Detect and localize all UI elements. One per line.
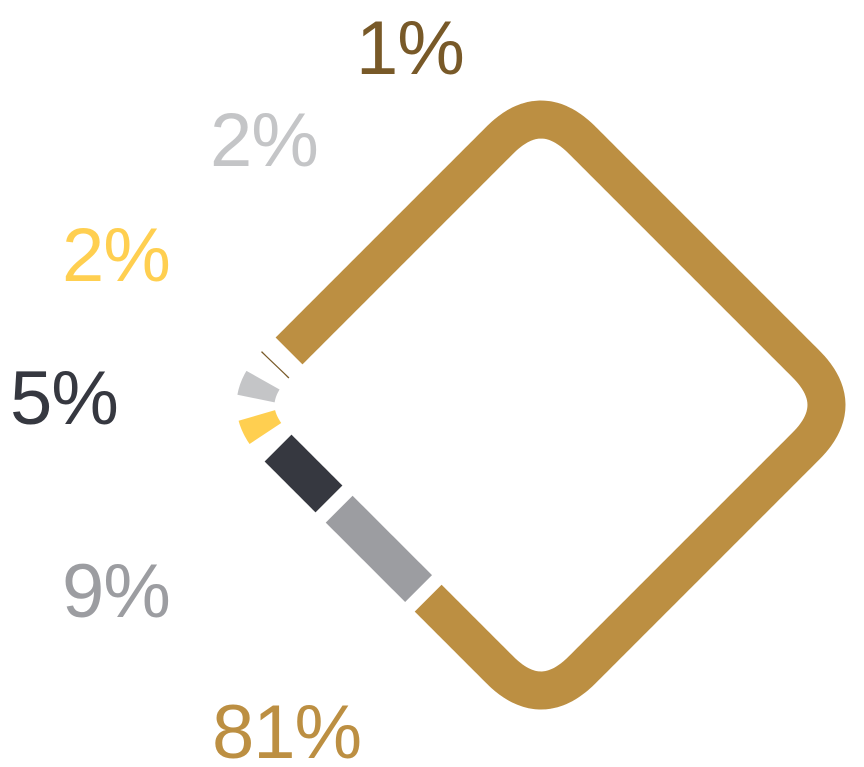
slice-label-9: 9% (62, 549, 170, 634)
slice-label-5: 5% (10, 356, 118, 441)
chart-labels: 81% 9% 5% 2% 2% 1% (10, 6, 465, 767)
slice-segment-1 (322, 492, 435, 605)
slice-label-2-gray: 2% (210, 98, 318, 183)
slice-segment-4 (237, 364, 281, 414)
slice-segment-3 (238, 399, 283, 450)
slice-segment-2 (261, 431, 346, 516)
slice-label-1: 1% (356, 6, 464, 91)
chart-slices (237, 100, 846, 710)
slice-segment-0 (272, 100, 846, 710)
slice-label-81: 81% (212, 690, 361, 767)
slice-segment-5 (256, 345, 295, 385)
slice-label-2-yellow: 2% (62, 213, 170, 298)
